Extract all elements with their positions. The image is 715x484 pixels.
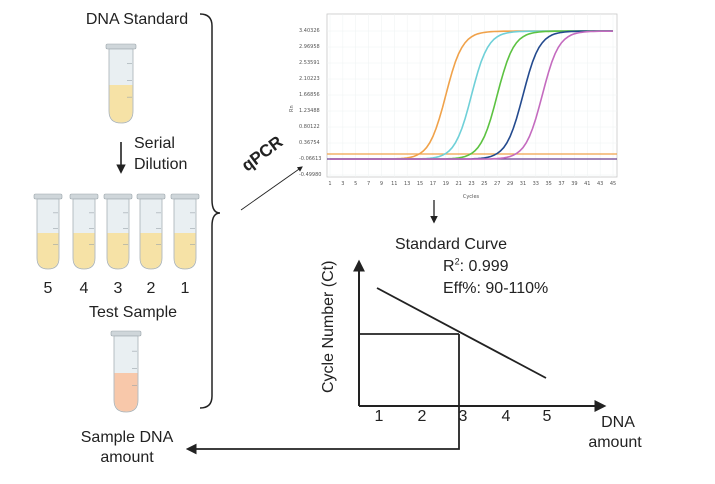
y-tick-label: 0.36754 [299,139,320,146]
x-tick-label: 45 [609,181,617,187]
x-tick-label: 13 [403,181,411,187]
y-tick-label: 2.53591 [299,59,320,66]
tube-cap [105,43,137,50]
dilution-number: 2 [146,280,156,297]
rn-axis-label: Rn [289,105,295,112]
dilution-tube [170,193,200,270]
tube-liquid [107,233,129,269]
qpcr-arrow [240,166,303,211]
efficiency-label: Eff%: 90-110% [443,280,549,297]
dilution-tube [33,193,63,270]
dilution-number: 5 [43,280,53,297]
dna-standard-label: DNA Standard [85,11,189,28]
x-tick-label: 9 [379,181,384,187]
x-tick-label: 31 [519,181,527,187]
dna-standard-tube [105,43,137,124]
ct-axis-label: Cycle Number (Ct) [320,260,337,393]
r2-text: R [443,258,455,275]
x-tick-label: 2 [417,408,427,425]
tube-liquid [37,233,59,269]
cycles-axis-label: Cycles [462,194,480,200]
tube-cap [110,330,142,337]
tube-cap [33,193,63,200]
x-tick-label: 15 [416,181,424,187]
x-tick-label: 1 [328,181,332,187]
tube-liquid [109,85,133,123]
y-tick-label: -0.49980 [299,171,322,178]
x-tick-label: 33 [532,181,539,187]
x-tick-label: 29 [506,181,514,187]
sample-readout-arrow [185,334,460,455]
y-tick-label: 2.10223 [299,75,320,82]
y-tick-label: 3.40326 [299,27,320,34]
y-tick-label: 1.66856 [299,91,320,98]
x-tick-label: 5 [354,181,358,187]
curly-brace [199,13,221,409]
x-tick-label: 17 [429,181,437,187]
x-tick-label: 4 [501,408,511,425]
tube-liquid [140,233,162,269]
x-tick-label: 23 [468,181,475,187]
x-tick-label: 1 [374,408,384,425]
x-tick-label: 21 [455,181,462,187]
x-tick-label: 3 [458,408,468,425]
tube-cap [136,193,166,200]
x-tick-label: 43 [596,181,604,187]
x-tick-label: 11 [391,181,398,187]
x-tick-label: 5 [542,408,552,425]
tube-liquid [73,233,95,269]
amplification-curve [330,30,614,160]
r2-value: : 0.999 [459,258,509,275]
x-tick-label: 39 [571,181,578,187]
test-sample-tube [110,330,142,413]
y-tick-label: 1.23488 [299,107,320,114]
test-sample-label: Test Sample [88,304,178,321]
tube-liquid [174,233,196,269]
dilution-number: 3 [113,280,123,297]
dilution-tube [103,193,133,270]
dilution-tube [69,193,99,270]
dilution-number: 4 [79,280,89,297]
amount-axis-label: amount [588,434,642,451]
tube-liquid [114,373,138,412]
dna-axis-label: DNA [601,414,635,431]
x-tick-label: 41 [584,181,591,187]
x-tick-label: 3 [341,181,345,187]
standard-curve-title: Standard Curve [395,236,508,253]
sample-amount-label: amount [100,449,154,466]
r2-label: R2: 0.999 [443,256,509,276]
dilution-number: 1 [180,280,190,297]
tube-cap [69,193,99,200]
y-tick-label: 2.96958 [299,43,320,50]
y-tick-label: 0.80122 [299,123,320,130]
x-tick-label: 27 [494,181,501,187]
standard-curve-line [376,287,547,379]
x-tick-label: 7 [366,181,371,187]
tube-cap [170,193,200,200]
y-tick-label: -0.06613 [299,155,322,162]
sample-dna-label: Sample DNA [80,429,174,446]
x-tick-label: 35 [545,181,552,187]
dilution-tube [136,193,166,270]
dilution-label: Dilution [134,156,188,173]
x-tick-label: 19 [442,181,449,187]
x-tick-label: 37 [558,181,565,187]
tube-cap [103,193,133,200]
serial-label: Serial [134,135,175,152]
r2-superscript: 2 [454,256,460,267]
x-tick-label: 25 [481,181,488,187]
